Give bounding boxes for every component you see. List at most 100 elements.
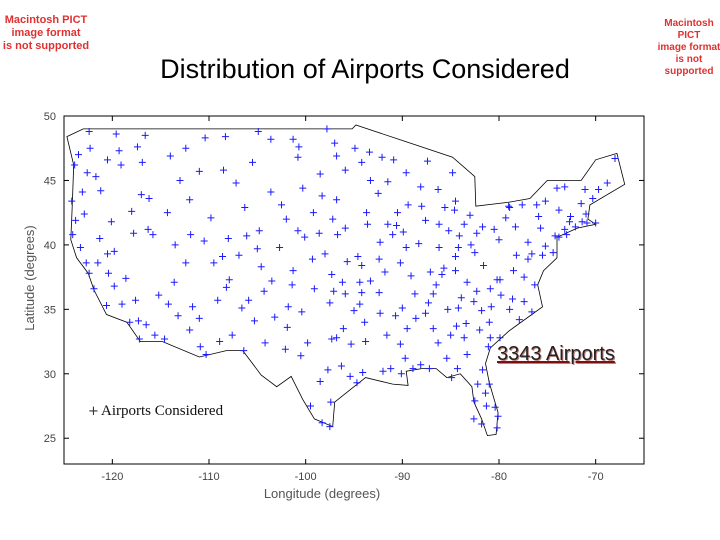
airport-point: [155, 291, 163, 299]
airport-point: [145, 194, 153, 202]
airport-point: [531, 281, 539, 289]
airport-point: [85, 127, 93, 135]
airport-point: [362, 338, 370, 346]
airport-point: [493, 424, 501, 432]
airport-point: [452, 267, 459, 275]
legend-marker: +: [88, 404, 99, 419]
airport-point: [260, 287, 268, 295]
airport-point: [485, 318, 493, 326]
airport-point: [470, 298, 478, 306]
x-tick-label: -90: [394, 471, 410, 483]
airport-point: [171, 241, 179, 249]
airport-point: [404, 201, 412, 209]
airport-point: [415, 240, 423, 248]
airport-point: [174, 312, 182, 320]
airport-point: [144, 225, 152, 233]
airport-point: [524, 238, 532, 246]
airport-point: [281, 345, 289, 353]
airport-point: [463, 278, 471, 286]
airport-point: [375, 255, 383, 263]
airport-point: [443, 354, 451, 362]
airport-point: [330, 287, 338, 295]
airport-point: [473, 229, 481, 237]
airport-point: [104, 269, 112, 277]
airport-point: [444, 305, 452, 313]
airport-point: [110, 247, 118, 255]
airport-point: [582, 210, 590, 218]
x-axis-label: Longitude (degrees): [264, 486, 380, 501]
airport-point: [376, 238, 384, 246]
airport-point: [261, 339, 269, 347]
airport-point: [378, 153, 386, 161]
airport-point: [497, 291, 505, 299]
airport-point: [398, 304, 406, 312]
airport-point: [324, 366, 332, 374]
airport-point: [422, 309, 430, 317]
airport-point: [245, 296, 253, 304]
airport-point: [384, 220, 392, 228]
airport-point: [567, 213, 575, 221]
airport-point: [94, 259, 102, 267]
airport-point: [309, 209, 317, 217]
airport-point: [128, 207, 136, 215]
airport-point: [255, 227, 263, 235]
airport-point: [176, 176, 184, 184]
airport-point: [429, 325, 437, 333]
airport-point: [506, 204, 514, 212]
y-tick-label: 50: [44, 111, 56, 123]
airport-point: [338, 278, 346, 286]
airport-point: [118, 300, 126, 308]
watermark-line: Macintosh PICT: [664, 18, 714, 41]
airport-point: [249, 158, 256, 166]
airport-point: [241, 204, 249, 212]
y-tick-label: 45: [44, 175, 56, 187]
airport-point: [68, 197, 76, 205]
airport-point: [254, 127, 262, 135]
airport-point: [467, 241, 475, 249]
airport-point: [132, 296, 140, 304]
y-axis-label: Latitude (degrees): [22, 225, 37, 331]
airport-point: [316, 378, 324, 386]
airport-point: [474, 380, 482, 388]
airport-point: [417, 361, 425, 369]
airport-point: [566, 218, 574, 226]
airport-point: [535, 213, 543, 221]
airport-point: [434, 185, 442, 193]
airport-point: [387, 365, 395, 373]
airport-point: [220, 166, 227, 174]
airport-point: [75, 151, 82, 159]
airport-point: [486, 285, 494, 293]
airport-point: [452, 252, 459, 260]
airport-point: [104, 156, 111, 164]
airport-point: [528, 250, 536, 258]
airport-point: [375, 289, 383, 297]
airport-point: [112, 130, 120, 138]
airport-point: [238, 304, 246, 312]
airport-point: [440, 264, 448, 272]
airport-point: [451, 206, 459, 214]
airport-point: [110, 282, 118, 290]
airport-point: [221, 133, 229, 141]
airport-point: [161, 335, 169, 343]
y-axis: 25 30 35 40 45 50: [44, 111, 644, 445]
airport-point: [115, 147, 123, 155]
watermark-line: is not supported: [2, 40, 90, 52]
airport-point: [366, 277, 374, 285]
watermark-line: Macintosh PICT: [4, 14, 88, 26]
airport-point: [295, 143, 303, 151]
airport-point: [509, 295, 517, 303]
airport-point: [326, 423, 334, 431]
airport-point: [449, 169, 457, 177]
airport-point: [390, 156, 398, 164]
airport-point: [347, 340, 355, 348]
airport-point: [589, 194, 597, 202]
airport-point: [166, 152, 174, 160]
airport-point: [117, 161, 125, 169]
airport-point: [471, 249, 479, 257]
airport-point: [520, 273, 528, 281]
airport-point: [478, 307, 486, 315]
airport-point: [448, 374, 456, 382]
airport-point: [541, 242, 549, 250]
airport-point: [476, 326, 484, 334]
airport-point: [425, 365, 433, 373]
